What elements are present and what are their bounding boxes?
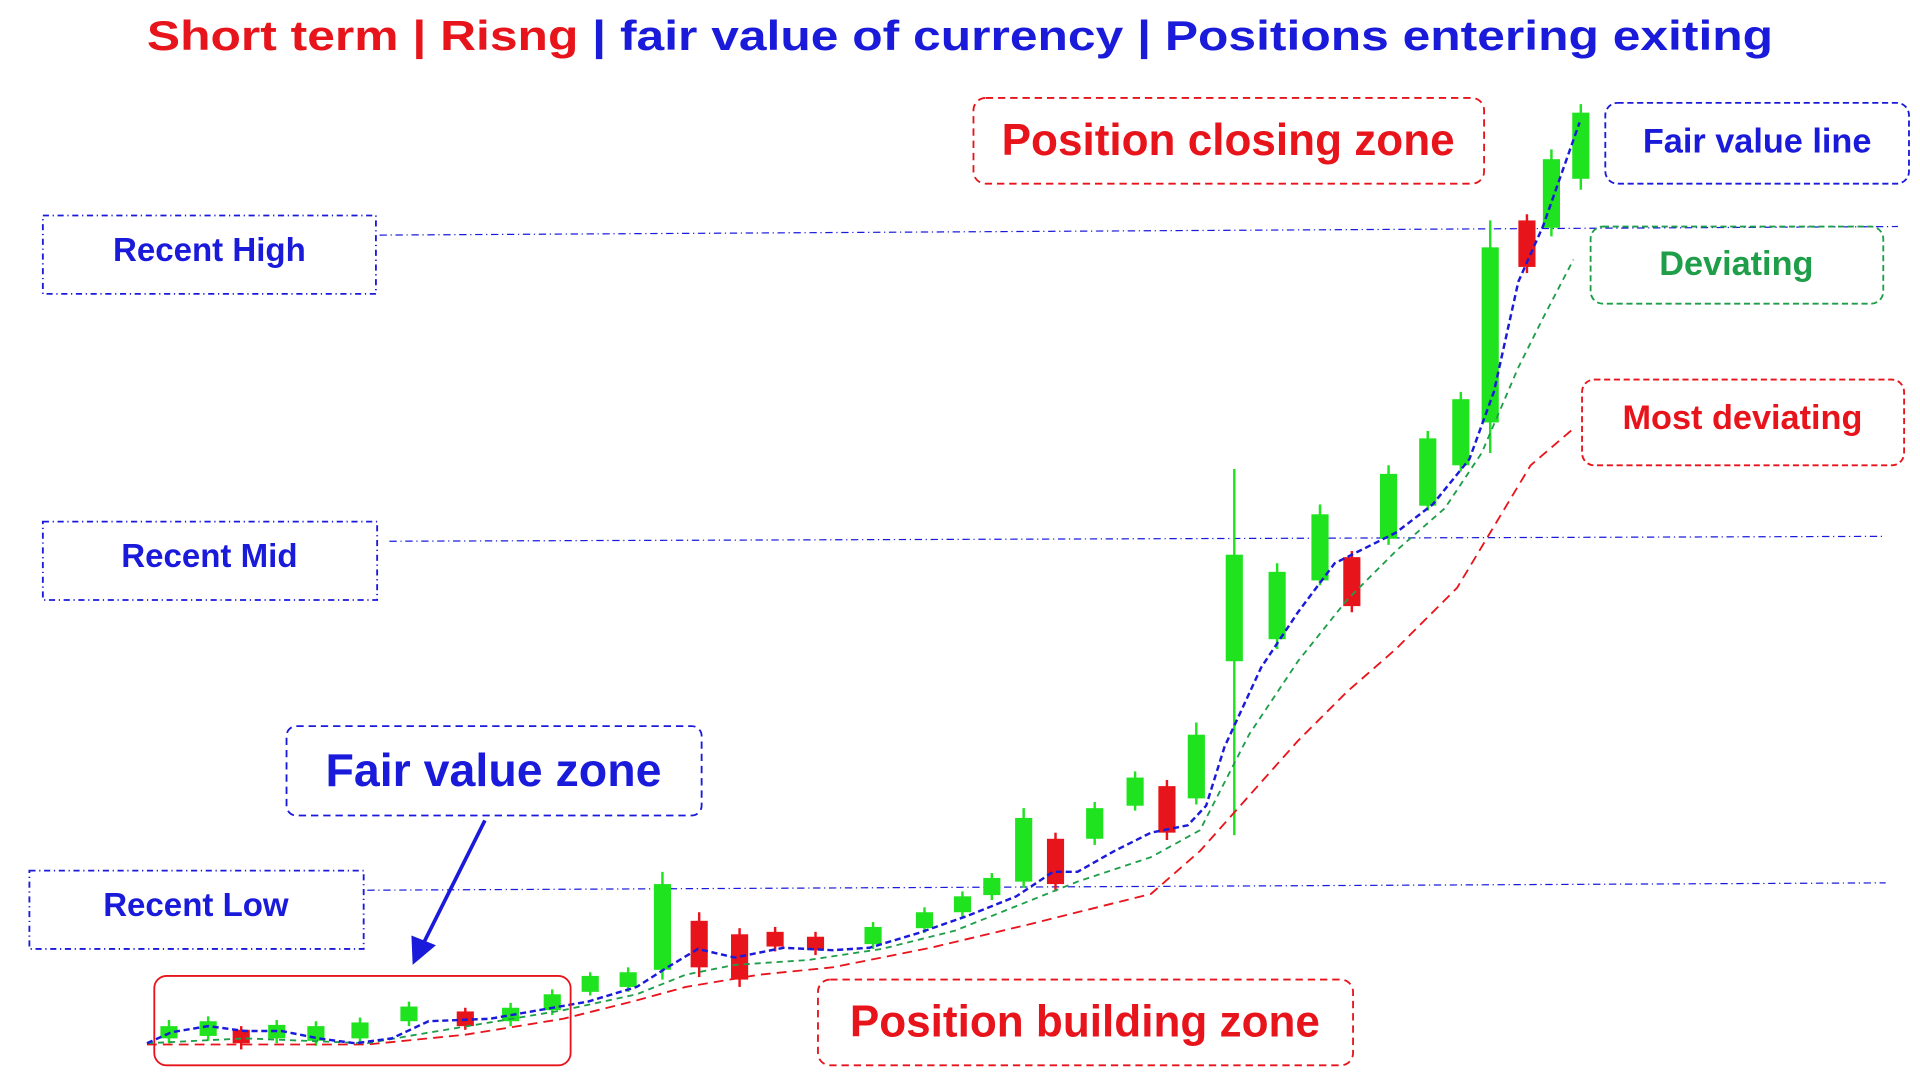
fair-value-line: [146, 122, 1581, 1045]
candle-body: [731, 934, 749, 980]
closing-zone-box: [972, 97, 1485, 185]
candle-body: [1086, 808, 1104, 839]
title-part: |: [412, 12, 426, 60]
candle-body: [1419, 438, 1437, 506]
candle-body: [581, 975, 599, 992]
candle-body: [1343, 557, 1361, 607]
candle-body: [543, 994, 561, 1011]
fair-value-zone-label: Fair value zone: [325, 744, 661, 796]
deviating-line: [146, 259, 1575, 1045]
recent-low-box: [28, 869, 365, 950]
title-part: Short term: [147, 12, 399, 59]
candle-body: [953, 896, 972, 913]
candle-body: [1158, 786, 1176, 833]
title: Short term | Risng | fair value of curre…: [147, 12, 1773, 60]
fair-value-line-label: Fair value line: [1643, 122, 1872, 160]
candle-body: [199, 1021, 217, 1036]
candle-body: [915, 912, 934, 929]
candle-body: [1126, 777, 1144, 806]
building-zone-box: [817, 978, 1354, 1067]
candles: [160, 104, 1590, 1050]
candle-body: [864, 926, 882, 945]
recent-mid-line: [389, 535, 1886, 542]
most-deviating-box: [1581, 378, 1905, 467]
most-deviating-line: [146, 427, 1575, 1046]
recent-low-line: [367, 882, 1886, 891]
candle-body: [232, 1029, 250, 1044]
closing-zone-label: Position closing zone: [1002, 116, 1455, 165]
candle-body: [983, 877, 1001, 896]
building-zone-label: Position building zone: [850, 998, 1320, 1047]
candle-body: [619, 972, 637, 987]
candle-body: [351, 1022, 369, 1039]
candle-body: [1380, 473, 1398, 539]
recent-mid-label: Recent Mid: [121, 538, 297, 575]
deviating-box: [1589, 225, 1885, 305]
recent-high-label: Recent High: [113, 232, 306, 269]
candle-body: [1187, 734, 1205, 799]
title-part: Risng: [440, 12, 578, 59]
deviating-label: Deviating: [1659, 245, 1813, 283]
recent-low-label: Recent Low: [103, 887, 289, 924]
fair-value-zone-rect: [153, 975, 572, 1067]
title-part: fair value of currency: [620, 12, 1123, 59]
candle-body: [1452, 399, 1470, 466]
arrow-shaft: [420, 819, 487, 947]
candle-body: [1225, 554, 1243, 662]
candle-body: [806, 936, 825, 951]
title-part: |: [592, 12, 606, 60]
recent-high-box: [41, 214, 377, 295]
candle-body: [1542, 159, 1560, 228]
arrow-head: [411, 935, 436, 965]
candle-body: [690, 920, 708, 968]
fair-value-zone-box: [285, 725, 703, 817]
candle-body: [1015, 817, 1033, 882]
title-part: Positions entering exiting: [1165, 12, 1773, 59]
candle-body: [1046, 838, 1065, 885]
most-deviating-label: Most deviating: [1623, 399, 1863, 437]
candle-body: [1481, 247, 1499, 423]
fair-value-line-box: [1604, 101, 1910, 185]
candle-body: [1268, 571, 1286, 640]
candle-body: [400, 1006, 418, 1022]
candle-body: [1572, 112, 1590, 179]
recent-mid-box: [41, 520, 379, 601]
candle-body: [766, 931, 784, 947]
candle-body: [653, 884, 672, 970]
recent-high-line: [379, 225, 1898, 236]
candle-body: [1311, 514, 1329, 581]
title-part: |: [1137, 12, 1151, 60]
